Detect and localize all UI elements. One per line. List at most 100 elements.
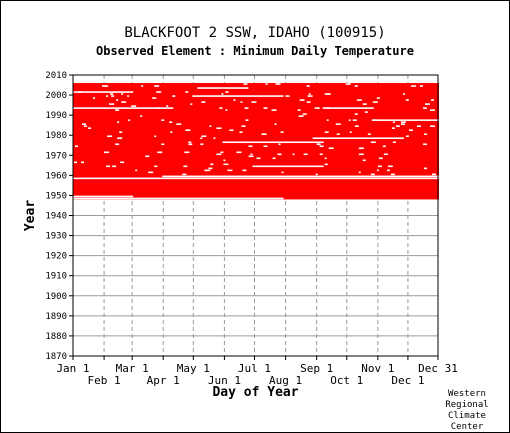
- missing-data-gap: [112, 165, 117, 168]
- x-tick-label: Sep 1: [300, 362, 333, 375]
- missing-data-gap: [141, 85, 144, 87]
- missing-data-gap: [239, 131, 243, 134]
- missing-data-gap: [312, 137, 404, 140]
- missing-data-gap: [400, 123, 405, 125]
- missing-data-gap: [372, 119, 440, 121]
- missing-data-gap: [229, 129, 234, 131]
- missing-data-gap: [157, 107, 160, 109]
- missing-data-gap: [190, 103, 193, 105]
- missing-data-gap: [303, 153, 308, 156]
- credit-line: Regional: [445, 400, 489, 410]
- missing-data-gap: [314, 107, 320, 109]
- missing-data-gap: [424, 103, 430, 105]
- x-tick-label: Dec 31: [418, 362, 458, 375]
- missing-data-gap: [308, 93, 311, 95]
- missing-data-gap: [382, 145, 386, 148]
- x-tick-label: Jul 1: [238, 362, 271, 375]
- y-tick-label: 1950: [45, 191, 67, 201]
- missing-data-gap: [84, 125, 88, 127]
- missing-data-gap: [354, 125, 359, 127]
- missing-data-gap: [154, 85, 160, 87]
- missing-data-gap: [73, 195, 134, 198]
- missing-data-gap: [222, 141, 324, 144]
- missing-data-gap: [241, 125, 246, 127]
- missing-data-gap: [201, 101, 206, 103]
- chart-subtitle: Observed Element : Minimum Daily Tempera…: [96, 44, 414, 58]
- missing-data-gap: [315, 173, 318, 176]
- missing-data-gap: [74, 161, 78, 164]
- missing-data-gap: [117, 137, 123, 140]
- missing-data-gap: [405, 135, 409, 138]
- missing-data-gap: [170, 131, 173, 134]
- missing-data-gap: [120, 161, 125, 164]
- missing-data-gap: [274, 123, 277, 125]
- missing-data-gap: [188, 143, 193, 146]
- missing-data-gap: [416, 125, 421, 127]
- data-coverage: [73, 83, 440, 200]
- missing-data-gap: [325, 107, 330, 109]
- missing-data-gap: [201, 135, 207, 138]
- x-tick-label: Jun 1: [208, 374, 241, 387]
- missing-data-gap: [216, 153, 222, 156]
- missing-data-gap: [362, 103, 367, 105]
- missing-data-gap: [256, 157, 261, 160]
- missing-data-gap: [183, 165, 188, 168]
- missing-data-gap: [209, 125, 212, 127]
- x-tick-label: May 1: [177, 362, 210, 375]
- missing-data-gap: [392, 121, 395, 123]
- y-tick-label: 1990: [45, 111, 67, 121]
- missing-data-gap: [221, 93, 224, 95]
- missing-data-gap: [161, 119, 165, 121]
- missing-data-gap: [324, 93, 330, 95]
- missing-data-gap: [75, 145, 79, 148]
- x-tick-label: Dec 1: [391, 374, 424, 387]
- missing-data-gap: [345, 83, 351, 85]
- missing-data-gap: [408, 129, 413, 131]
- missing-data-gap: [370, 141, 376, 144]
- missing-data-gap: [245, 119, 249, 121]
- missing-data-gap: [376, 97, 380, 99]
- y-tick-labels: 1870 1880 1890 1900 1910 1920 1930 1940 1950 1960…: [45, 71, 73, 362]
- missing-data-gap: [358, 153, 364, 156]
- missing-data-gap: [423, 133, 427, 136]
- missing-data-gap: [185, 129, 191, 131]
- missing-data-gap: [310, 95, 313, 97]
- missing-data-gap: [272, 157, 276, 160]
- missing-data-gap: [225, 109, 228, 111]
- missing-data-gap: [107, 135, 113, 138]
- y-tick-label: 2000: [45, 91, 67, 101]
- missing-data-gap: [223, 159, 226, 162]
- missing-data-gap: [431, 173, 436, 176]
- missing-data-gap: [349, 131, 352, 134]
- missing-data-gap: [306, 85, 310, 87]
- missing-data-gap: [292, 153, 295, 156]
- missing-data-gap: [423, 167, 427, 170]
- missing-data-gap: [245, 141, 248, 144]
- missing-data-gap: [121, 93, 124, 95]
- missing-data-gap: [263, 107, 268, 109]
- credit-text: Western Regional Climate Center: [437, 389, 497, 433]
- missing-data-gap: [248, 145, 253, 148]
- missing-data-gap: [395, 125, 399, 127]
- x-tick-label: Mar 1: [116, 362, 149, 375]
- missing-data-gap: [200, 137, 203, 140]
- missing-data-gap: [219, 107, 223, 109]
- missing-data-gap: [248, 155, 254, 158]
- missing-data-gap: [184, 151, 190, 154]
- missing-data-gap: [81, 161, 85, 164]
- missing-data-gap: [117, 121, 120, 123]
- missing-data-gap: [307, 95, 311, 97]
- missing-data-gap: [297, 109, 301, 111]
- missing-data-gap: [220, 151, 224, 154]
- missing-data-gap: [148, 171, 154, 174]
- missing-data-gap: [106, 95, 109, 97]
- missing-data-gap: [154, 165, 158, 168]
- missing-data-gap: [169, 121, 173, 123]
- missing-data-gap: [73, 197, 284, 200]
- missing-data-gap: [354, 113, 358, 115]
- missing-data-gap: [73, 91, 134, 93]
- missing-data-gap: [119, 131, 123, 134]
- missing-data-gap: [127, 95, 130, 97]
